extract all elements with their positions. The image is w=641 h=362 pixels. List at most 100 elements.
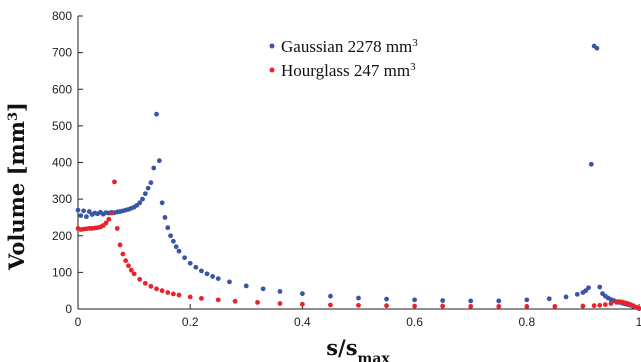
hourglass-point [277,301,283,306]
gaussian-point [468,298,474,304]
hourglass-point [300,301,305,307]
hourglass-point [126,263,131,269]
gaussian-point [137,200,143,206]
gaussian-point [168,233,173,239]
gaussian-point [356,295,361,301]
gaussian-point [204,271,210,277]
y-tick-label: 400 [52,156,72,170]
gaussian-point [148,180,154,186]
y-tick-label: 800 [52,9,72,23]
hourglass-point [120,251,126,257]
hourglass-point [328,302,333,308]
gaussian-point [588,161,594,167]
y-tick-label: 500 [52,119,72,133]
x-tick-label: 0.8 [518,315,535,329]
gaussian-point [563,294,569,300]
hourglass-point [109,210,115,216]
hourglass-point [580,303,586,309]
gaussian-point [199,268,204,274]
legend-label-gaussian: Gaussian 2278 mm3 [281,37,418,56]
gaussian-point [151,165,157,171]
hourglass-point [187,294,193,300]
gaussian-point [193,264,199,270]
hourglass-point [591,303,597,309]
x-tick-label: 0 [75,315,82,329]
hourglass-point [199,295,204,301]
gaussian-point [260,286,266,292]
gaussian-point [81,208,87,214]
hourglass-point [128,267,134,273]
hourglass-point [356,302,361,308]
gaussian-point [300,291,305,297]
gaussian-point [182,255,187,261]
gaussian-point [142,191,148,197]
gaussian-point [176,248,182,254]
gaussian-point [170,238,176,244]
hourglass-point [137,276,143,282]
gaussian-point [412,297,417,303]
gaussian-point [215,276,221,282]
hourglass-point [232,298,238,304]
gaussian-point [154,111,159,117]
gaussian-point [597,284,603,290]
x-tick-label: 0.2 [182,315,199,329]
gaussian-point [496,298,502,304]
gaussian-point [187,260,193,266]
hourglass-point [131,271,137,277]
gaussian-point [243,283,249,289]
x-tick-label: 1 [636,315,641,329]
hourglass-point [176,292,182,298]
hourglass-point [440,303,446,309]
gaussian-point [145,185,151,191]
gaussian-point [75,207,81,213]
y-tick-label: 600 [52,82,72,96]
hourglass-point [165,290,171,295]
hourglass-point [159,288,165,294]
hourglass-point [468,304,474,309]
gaussian-point [173,244,179,250]
gaussian-point [140,196,145,202]
y-tick-label: 700 [52,46,72,60]
plot-area: 0 100 200 300 400 500 600 700 800 0 0.2 0.4 0.6 0.8 1 [52,9,641,329]
hourglass-point [384,303,389,309]
hourglass-point [103,220,109,226]
hourglass-point [597,302,603,308]
legend-marker-gaussian [269,43,275,49]
hourglass-point [608,301,614,306]
gaussian-point [384,296,389,302]
hourglass-point [117,242,123,248]
y-axis-title: Volume [mm3] [4,102,29,271]
gaussian-point [162,215,168,220]
gaussian-point [328,293,333,299]
hourglass-point [215,297,221,303]
gaussian-point [594,45,600,51]
hourglass-point [123,258,129,264]
legend: Gaussian 2278 mm3 Hourglass 247 mm3 [264,32,474,84]
gaussian-point [159,200,165,206]
gaussian-point [84,214,89,220]
y-tick-label: 300 [52,192,72,206]
hourglass-point [142,280,148,286]
hourglass-point [496,304,502,309]
legend-label-hourglass: Hourglass 247 mm3 [281,61,416,80]
gaussian-point [524,297,530,303]
x-axis-title: s/smax [326,335,390,362]
x-tick-label: 0.4 [294,315,311,329]
y-tick-label: 100 [52,265,72,279]
gaussian-point [546,296,552,302]
y-tick-label: 200 [52,229,72,243]
hourglass-point [255,300,260,305]
hourglass-point [148,283,154,289]
gaussian-point [78,213,84,219]
hourglass-point [552,304,558,309]
hourglass-point [112,179,117,185]
gaussian-point [227,279,232,285]
gaussian-point [156,158,162,164]
hourglass-point [602,302,608,308]
hourglass-point [636,305,641,311]
hourglass-point [170,291,176,297]
hourglass-point [114,226,120,231]
gaussian-point [586,285,591,291]
gaussian-point [210,274,216,279]
gaussian-point [574,291,580,297]
